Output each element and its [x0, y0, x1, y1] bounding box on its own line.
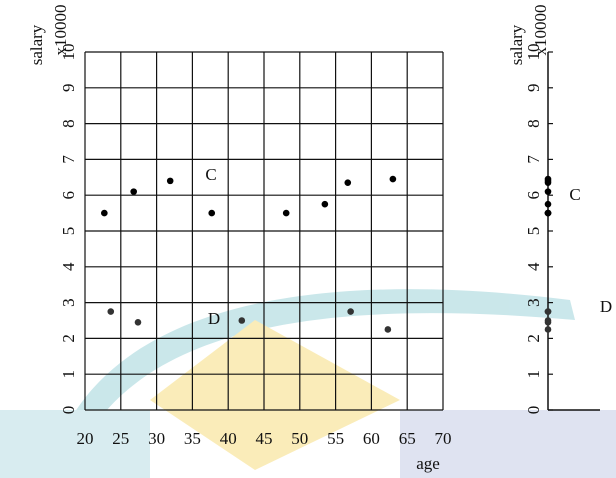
y-tick-label: 9 [524, 84, 543, 93]
annotation: D [600, 297, 612, 316]
data-point [130, 188, 137, 195]
figure: 2025303540455055606570agesalaryx10000012… [0, 0, 616, 478]
x-tick-label: 25 [112, 429, 129, 448]
y-tick-label: 5 [524, 227, 543, 236]
y-tick-label: 5 [59, 227, 78, 236]
y-tick-label: 1 [524, 370, 543, 379]
data-point [101, 210, 108, 217]
data-point [344, 179, 351, 186]
y-tick-label: 8 [59, 119, 78, 128]
y-tick-label: 7 [59, 155, 78, 164]
data-point [239, 317, 246, 324]
annotation: C [205, 165, 216, 184]
data-point [545, 188, 552, 195]
data-point [545, 308, 552, 315]
x-axis-label: age [416, 454, 440, 473]
data-point [385, 326, 392, 333]
data-point [167, 178, 174, 185]
x-tick-label: 50 [291, 429, 308, 448]
x-tick-label: 55 [327, 429, 344, 448]
y-tick-label: 3 [59, 298, 78, 307]
data-point [545, 201, 552, 208]
x-tick-label: 45 [256, 429, 273, 448]
y-tick-label: 8 [524, 119, 543, 128]
y-tick-label: 2 [524, 334, 543, 343]
x-tick-label: 70 [435, 429, 452, 448]
x-tick-label: 40 [220, 429, 237, 448]
x-tick-label: 20 [77, 429, 94, 448]
annotation: C [569, 185, 580, 204]
y-tick-label: 6 [524, 191, 543, 200]
watermark [0, 289, 616, 478]
y-tick-label: 1 [59, 370, 78, 379]
y-tick-label: 7 [524, 155, 543, 164]
y-tick-label: 0 [59, 406, 78, 415]
y-tick-label: 10 [524, 44, 543, 61]
data-point [545, 317, 552, 324]
data-point [135, 319, 142, 326]
data-point [545, 210, 552, 217]
data-point [283, 210, 290, 217]
x-tick-label: 65 [399, 429, 416, 448]
x-tick-label: 35 [184, 429, 201, 448]
y-tick-label: 10 [59, 44, 78, 61]
y-tick-label: 4 [59, 262, 78, 271]
annotation: D [208, 309, 220, 328]
data-point [390, 176, 397, 183]
data-point [208, 210, 215, 217]
data-point [545, 176, 552, 183]
y-tick-label: 3 [524, 298, 543, 307]
data-point [322, 201, 329, 208]
data-point [545, 326, 552, 333]
data-point [347, 308, 354, 315]
y-tick-label: 0 [524, 406, 543, 415]
y-tick-label: 4 [524, 262, 543, 271]
y-axis-label: salary [27, 24, 46, 65]
y-tick-label: 6 [59, 191, 78, 200]
data-point [107, 308, 114, 315]
y-tick-label: 9 [59, 84, 78, 93]
x-tick-label: 60 [363, 429, 380, 448]
x-tick-label: 30 [148, 429, 165, 448]
y-tick-label: 2 [59, 334, 78, 343]
